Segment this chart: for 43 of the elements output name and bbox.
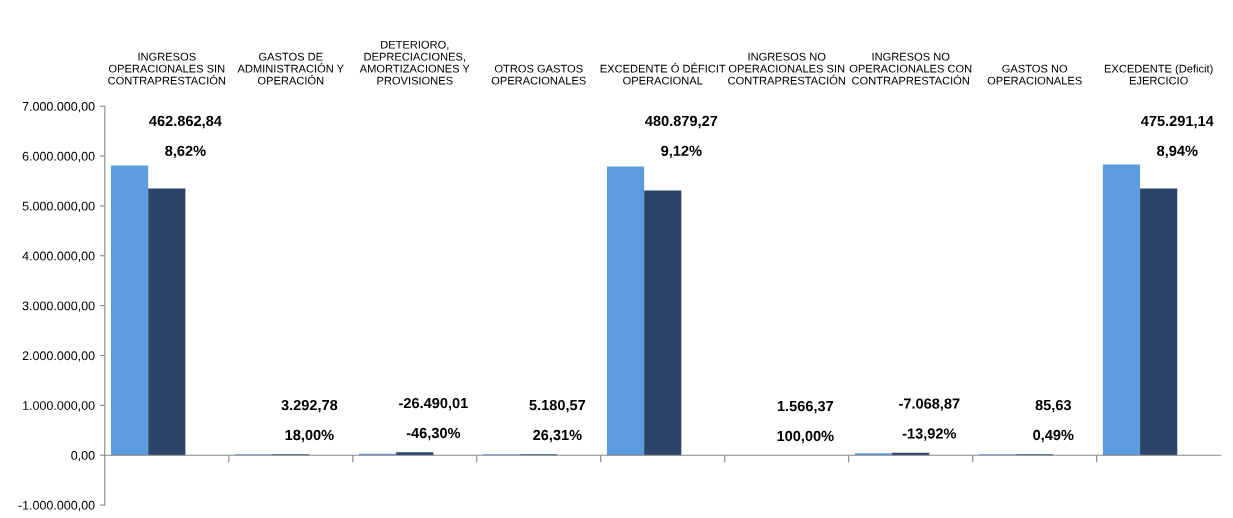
- x-tick-label: GASTOS NO OPERACIONALES: [987, 64, 1082, 85]
- y-tick-label: 7.000.000,00: [22, 101, 95, 113]
- annotation: 475.291,14: [1141, 115, 1214, 129]
- bar: [644, 190, 682, 456]
- annotation: 462.862,84: [149, 115, 222, 129]
- x-tick-label: DETERIORO, DEPRECIACIONES, AMORTIZACIONES Y PROVISIONES: [359, 40, 470, 85]
- x-tick-label: OTROS GASTOS OPERACIONALES: [491, 64, 586, 85]
- bar: [148, 188, 186, 456]
- bar: [396, 452, 434, 456]
- annotation: -13,92%: [902, 428, 957, 441]
- bar: [1140, 188, 1178, 456]
- annotation: 100,00%: [777, 430, 834, 444]
- x-tick-label: EXCEDENTE Ó DÉFICIT OPERACIONAL: [600, 62, 726, 85]
- annotation: -46,30%: [406, 427, 461, 441]
- y-tick-label: 0,00: [71, 450, 95, 462]
- x-tick-label: EXCEDENTE (Deficit) EJERCICIO: [1104, 64, 1213, 85]
- x-tick-label: INGRESOS OPERACIONALES SIN CONTRAPRESTACIÓN: [108, 52, 226, 85]
- annotation: 5.180,57: [529, 399, 586, 413]
- annotation: 480.879,27: [645, 115, 718, 129]
- annotation: 1.566,37: [777, 400, 834, 414]
- annotation: 18,00%: [285, 429, 334, 443]
- y-tick-label: 4.000.000,00: [22, 251, 95, 262]
- annotation: 8,62%: [165, 145, 206, 159]
- annotation: 26,31%: [533, 429, 582, 443]
- annotation: 9,12%: [661, 145, 702, 159]
- annotation: 3.292,78: [281, 399, 338, 413]
- bar: [1102, 164, 1141, 456]
- y-tick-label: 3.000.000,00: [22, 301, 95, 312]
- annotation: 8,94%: [1157, 145, 1198, 159]
- bar: [606, 166, 645, 456]
- y-tick-label: -1.000.000,00: [18, 500, 95, 512]
- annotation: -7.068,87: [899, 398, 960, 411]
- x-tick-label: INGRESOS NO OPERACIONALES CON CONTRAPRESTACIÓN: [849, 52, 972, 85]
- annotation: 85,63: [1035, 399, 1072, 413]
- x-tick-label: GASTOS DE ADMINISTRACIÓN Y OPERACIÓN: [237, 52, 344, 85]
- annotation: 0,49%: [1033, 429, 1074, 443]
- annotation: -26.490,01: [399, 397, 468, 411]
- y-tick-label: 1.000.000,00: [23, 401, 95, 412]
- x-tick-label: INGRESOS NO OPERACIONALES SIN CONTRAPRESTACIÓN: [728, 52, 845, 85]
- y-tick-label: 2.000.000,00: [22, 351, 95, 362]
- bar: [111, 165, 149, 456]
- y-tick-label: 6.000.000,00: [22, 151, 95, 163]
- y-tick-label: 5.000.000,00: [22, 201, 95, 213]
